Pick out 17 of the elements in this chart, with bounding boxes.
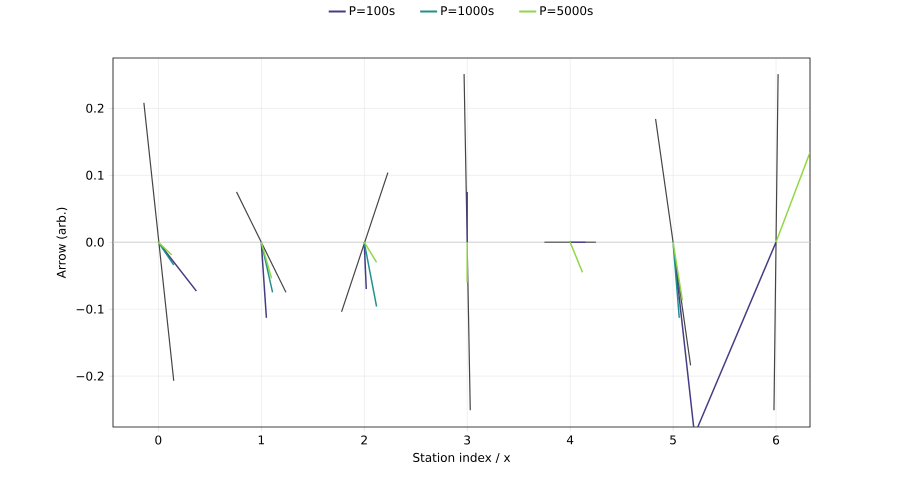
x-tick-label: 2 bbox=[361, 435, 367, 444]
x-axis-title: Station index / x bbox=[413, 452, 510, 463]
y-tick-label: 0.2 bbox=[86, 104, 104, 113]
legend-label: P=5000s bbox=[540, 6, 593, 16]
x-tick-label: 0 bbox=[155, 435, 162, 445]
y-axis-title: Arrow (arb.) bbox=[56, 208, 68, 278]
legend-label: P=100s bbox=[350, 6, 395, 16]
y-tick-label: 0.1 bbox=[86, 170, 104, 180]
x-tick-label: 5 bbox=[670, 435, 676, 444]
x-tick-label: 6 bbox=[773, 435, 780, 445]
y-tick-label: −0.1 bbox=[76, 304, 104, 314]
x-tick-label: 3 bbox=[464, 435, 470, 445]
x-tick-label: 4 bbox=[566, 435, 574, 444]
y-tick-label: −0.2 bbox=[76, 372, 104, 381]
x-tick-label: 1 bbox=[258, 435, 264, 444]
legend-label: P=1000s bbox=[441, 6, 494, 16]
y-tick-label: 0.0 bbox=[86, 238, 104, 247]
